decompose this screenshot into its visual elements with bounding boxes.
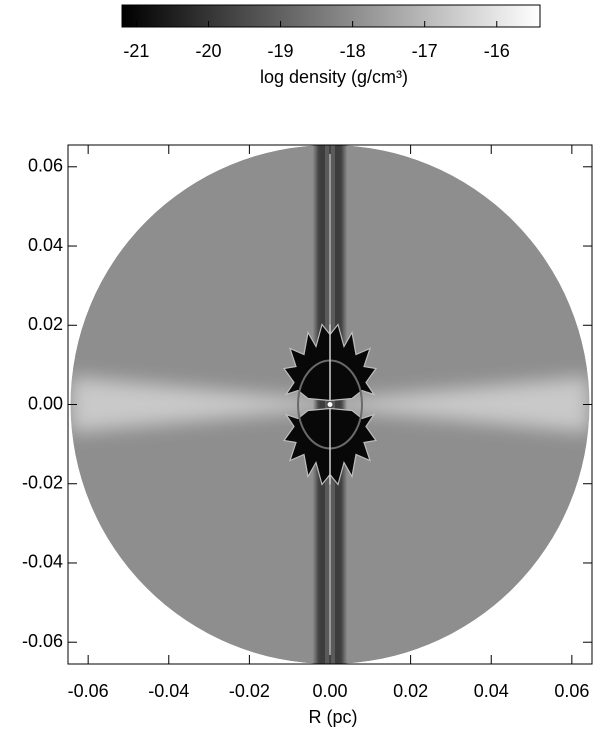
colorbar-tick-label: -19 — [268, 41, 294, 61]
y-tick-label: 0.00 — [28, 393, 63, 413]
x-tick-label: 0.04 — [474, 681, 509, 701]
x-tick-label: -0.02 — [229, 681, 270, 701]
colorbar-tick-label: -20 — [195, 41, 221, 61]
colorbar-label: log density (g/cm³) — [260, 67, 408, 87]
colorbar-tick-label: -17 — [412, 41, 438, 61]
x-tick-label: -0.04 — [148, 681, 189, 701]
colorbar-tick-label: -21 — [123, 41, 149, 61]
density-image — [70, 145, 590, 664]
y-tick-label: 0.02 — [28, 314, 63, 334]
y-tick-label: -0.02 — [22, 472, 63, 492]
y-tick-label: -0.06 — [22, 631, 63, 651]
x-axis-label: R (pc) — [309, 707, 358, 727]
star — [326, 401, 334, 408]
y-tick-label: 0.06 — [28, 156, 63, 176]
colorbar-tick-label: -18 — [340, 41, 366, 61]
y-tick-label: -0.04 — [22, 552, 63, 572]
colorbar — [121, 4, 541, 28]
x-tick-label: 0.06 — [554, 681, 589, 701]
x-tick-label: -0.06 — [68, 681, 109, 701]
x-tick-label: 0.00 — [312, 681, 347, 701]
colorbar-tick-label: -16 — [484, 41, 510, 61]
x-tick-label: 0.02 — [393, 681, 428, 701]
y-tick-label: 0.04 — [28, 235, 63, 255]
